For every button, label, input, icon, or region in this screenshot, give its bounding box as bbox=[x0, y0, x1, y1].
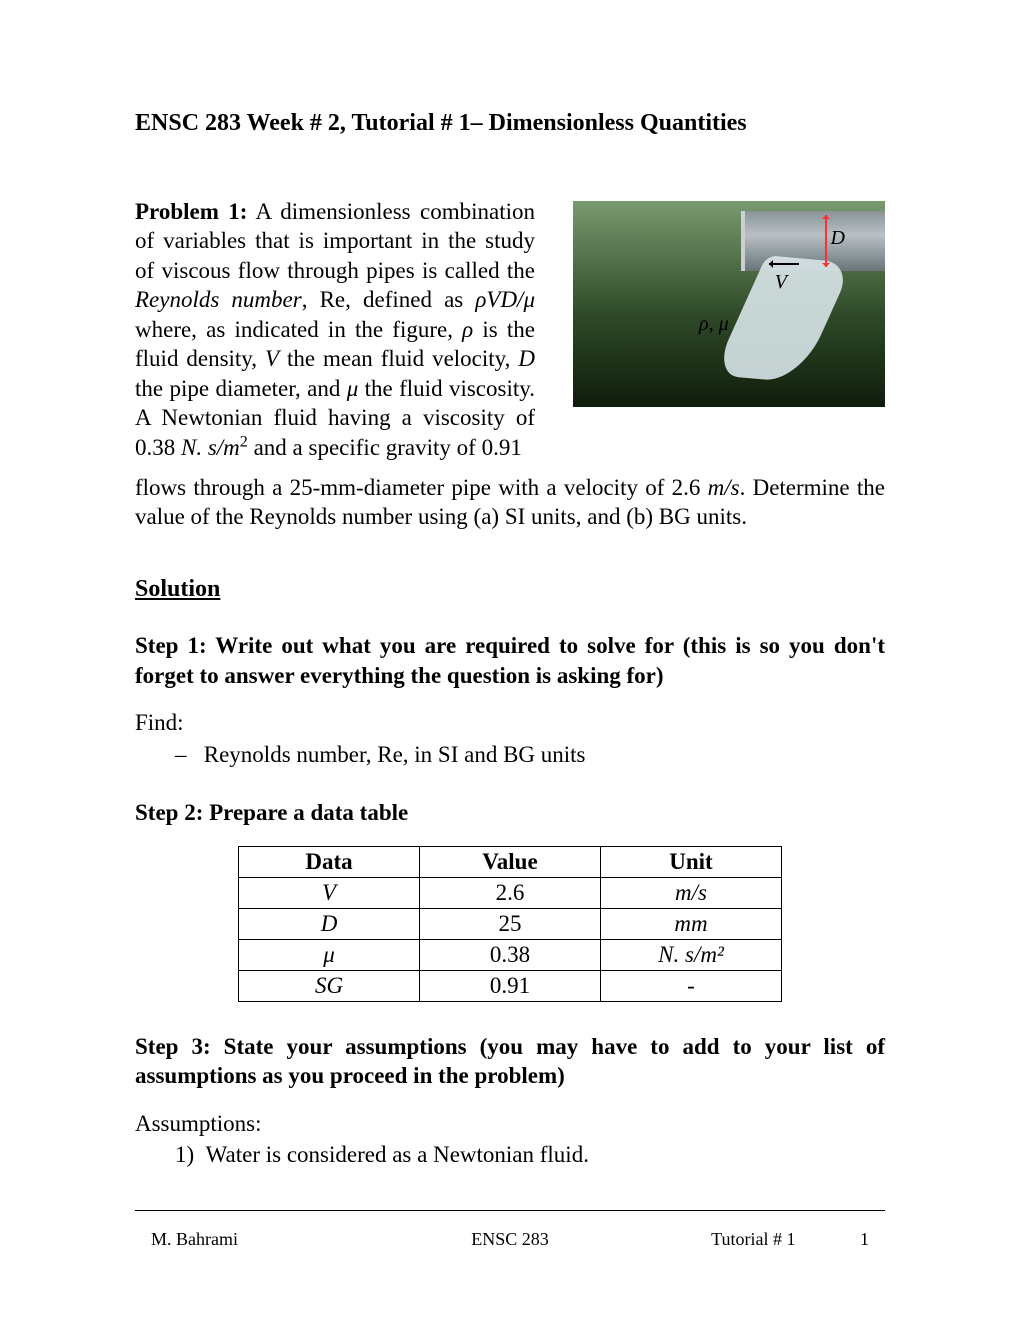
problem-text-wrapped: Problem 1: A dimensionless combination o… bbox=[135, 197, 535, 463]
step1-heading: Step 1: Write out what you are required … bbox=[135, 631, 885, 690]
problem-body-left: A dimensionless combination of variables… bbox=[135, 199, 535, 460]
table-row: D25mm bbox=[239, 908, 782, 939]
cell-value: 0.38 bbox=[420, 939, 601, 970]
figure-label-rho-mu: ρ, μ bbox=[699, 313, 729, 336]
cell-data: V bbox=[239, 877, 420, 908]
cell-data: μ bbox=[239, 939, 420, 970]
cell-value: 0.91 bbox=[420, 970, 601, 1001]
footer-course: ENSC 283 bbox=[390, 1229, 629, 1250]
table-row: μ0.38N. s/m² bbox=[239, 939, 782, 970]
cell-unit: N. s/m² bbox=[601, 939, 782, 970]
problem-body-full: flows through a 25-mm-diameter pipe with… bbox=[135, 473, 885, 532]
velocity-arrow bbox=[769, 263, 799, 265]
problem-block: Problem 1: A dimensionless combination o… bbox=[135, 197, 885, 463]
figure-label-V: V bbox=[775, 271, 787, 294]
step3-heading: Step 3: State your assumptions (you may … bbox=[135, 1032, 885, 1091]
assumption-list: 1) Water is considered as a Newtonian fl… bbox=[175, 1142, 885, 1168]
problem-label: Problem 1: bbox=[135, 199, 247, 224]
col-header-unit: Unit bbox=[601, 846, 782, 877]
table-header-row: Data Value Unit bbox=[239, 846, 782, 877]
cell-data: SG bbox=[239, 970, 420, 1001]
solution-heading: Solution bbox=[135, 576, 885, 603]
figure-label-D: D bbox=[831, 227, 845, 250]
footer-divider bbox=[135, 1210, 885, 1211]
step2-heading: Step 2: Prepare a data table bbox=[135, 798, 885, 827]
footer-author: M. Bahrami bbox=[151, 1229, 390, 1250]
col-header-data: Data bbox=[239, 846, 420, 877]
cell-data: D bbox=[239, 908, 420, 939]
cell-unit: mm bbox=[601, 908, 782, 939]
table-row: SG0.91- bbox=[239, 970, 782, 1001]
diameter-arrow bbox=[825, 215, 827, 267]
find-list: – Reynolds number, Re, in SI and BG unit… bbox=[175, 742, 885, 768]
data-table: Data Value Unit V2.6m/sD25mmμ0.38N. s/m²… bbox=[238, 846, 782, 1002]
assumption-item: Water is considered as a Newtonian fluid… bbox=[206, 1142, 589, 1167]
document-title: ENSC 283 Week # 2, Tutorial # 1– Dimensi… bbox=[135, 110, 885, 137]
footer-tutorial: Tutorial # 1 bbox=[711, 1229, 795, 1249]
find-label: Find: bbox=[135, 708, 885, 738]
find-item: Reynolds number, Re, in SI and BG units bbox=[204, 742, 586, 767]
footer-page-number: 1 bbox=[860, 1229, 869, 1249]
page-footer: M. Bahrami ENSC 283 Tutorial # 1 1 bbox=[135, 1210, 885, 1250]
footer-right-group: Tutorial # 1 1 bbox=[630, 1229, 869, 1250]
table-row: V2.6m/s bbox=[239, 877, 782, 908]
footer-row: M. Bahrami ENSC 283 Tutorial # 1 1 bbox=[135, 1229, 885, 1250]
cell-unit: - bbox=[601, 970, 782, 1001]
cell-value: 2.6 bbox=[420, 877, 601, 908]
cell-value: 25 bbox=[420, 908, 601, 939]
col-header-value: Value bbox=[420, 846, 601, 877]
pipe-figure: D V ρ, μ bbox=[573, 201, 885, 407]
cell-unit: m/s bbox=[601, 877, 782, 908]
document-page: ENSC 283 Week # 2, Tutorial # 1– Dimensi… bbox=[0, 0, 1020, 1320]
assumptions-label: Assumptions: bbox=[135, 1109, 885, 1139]
